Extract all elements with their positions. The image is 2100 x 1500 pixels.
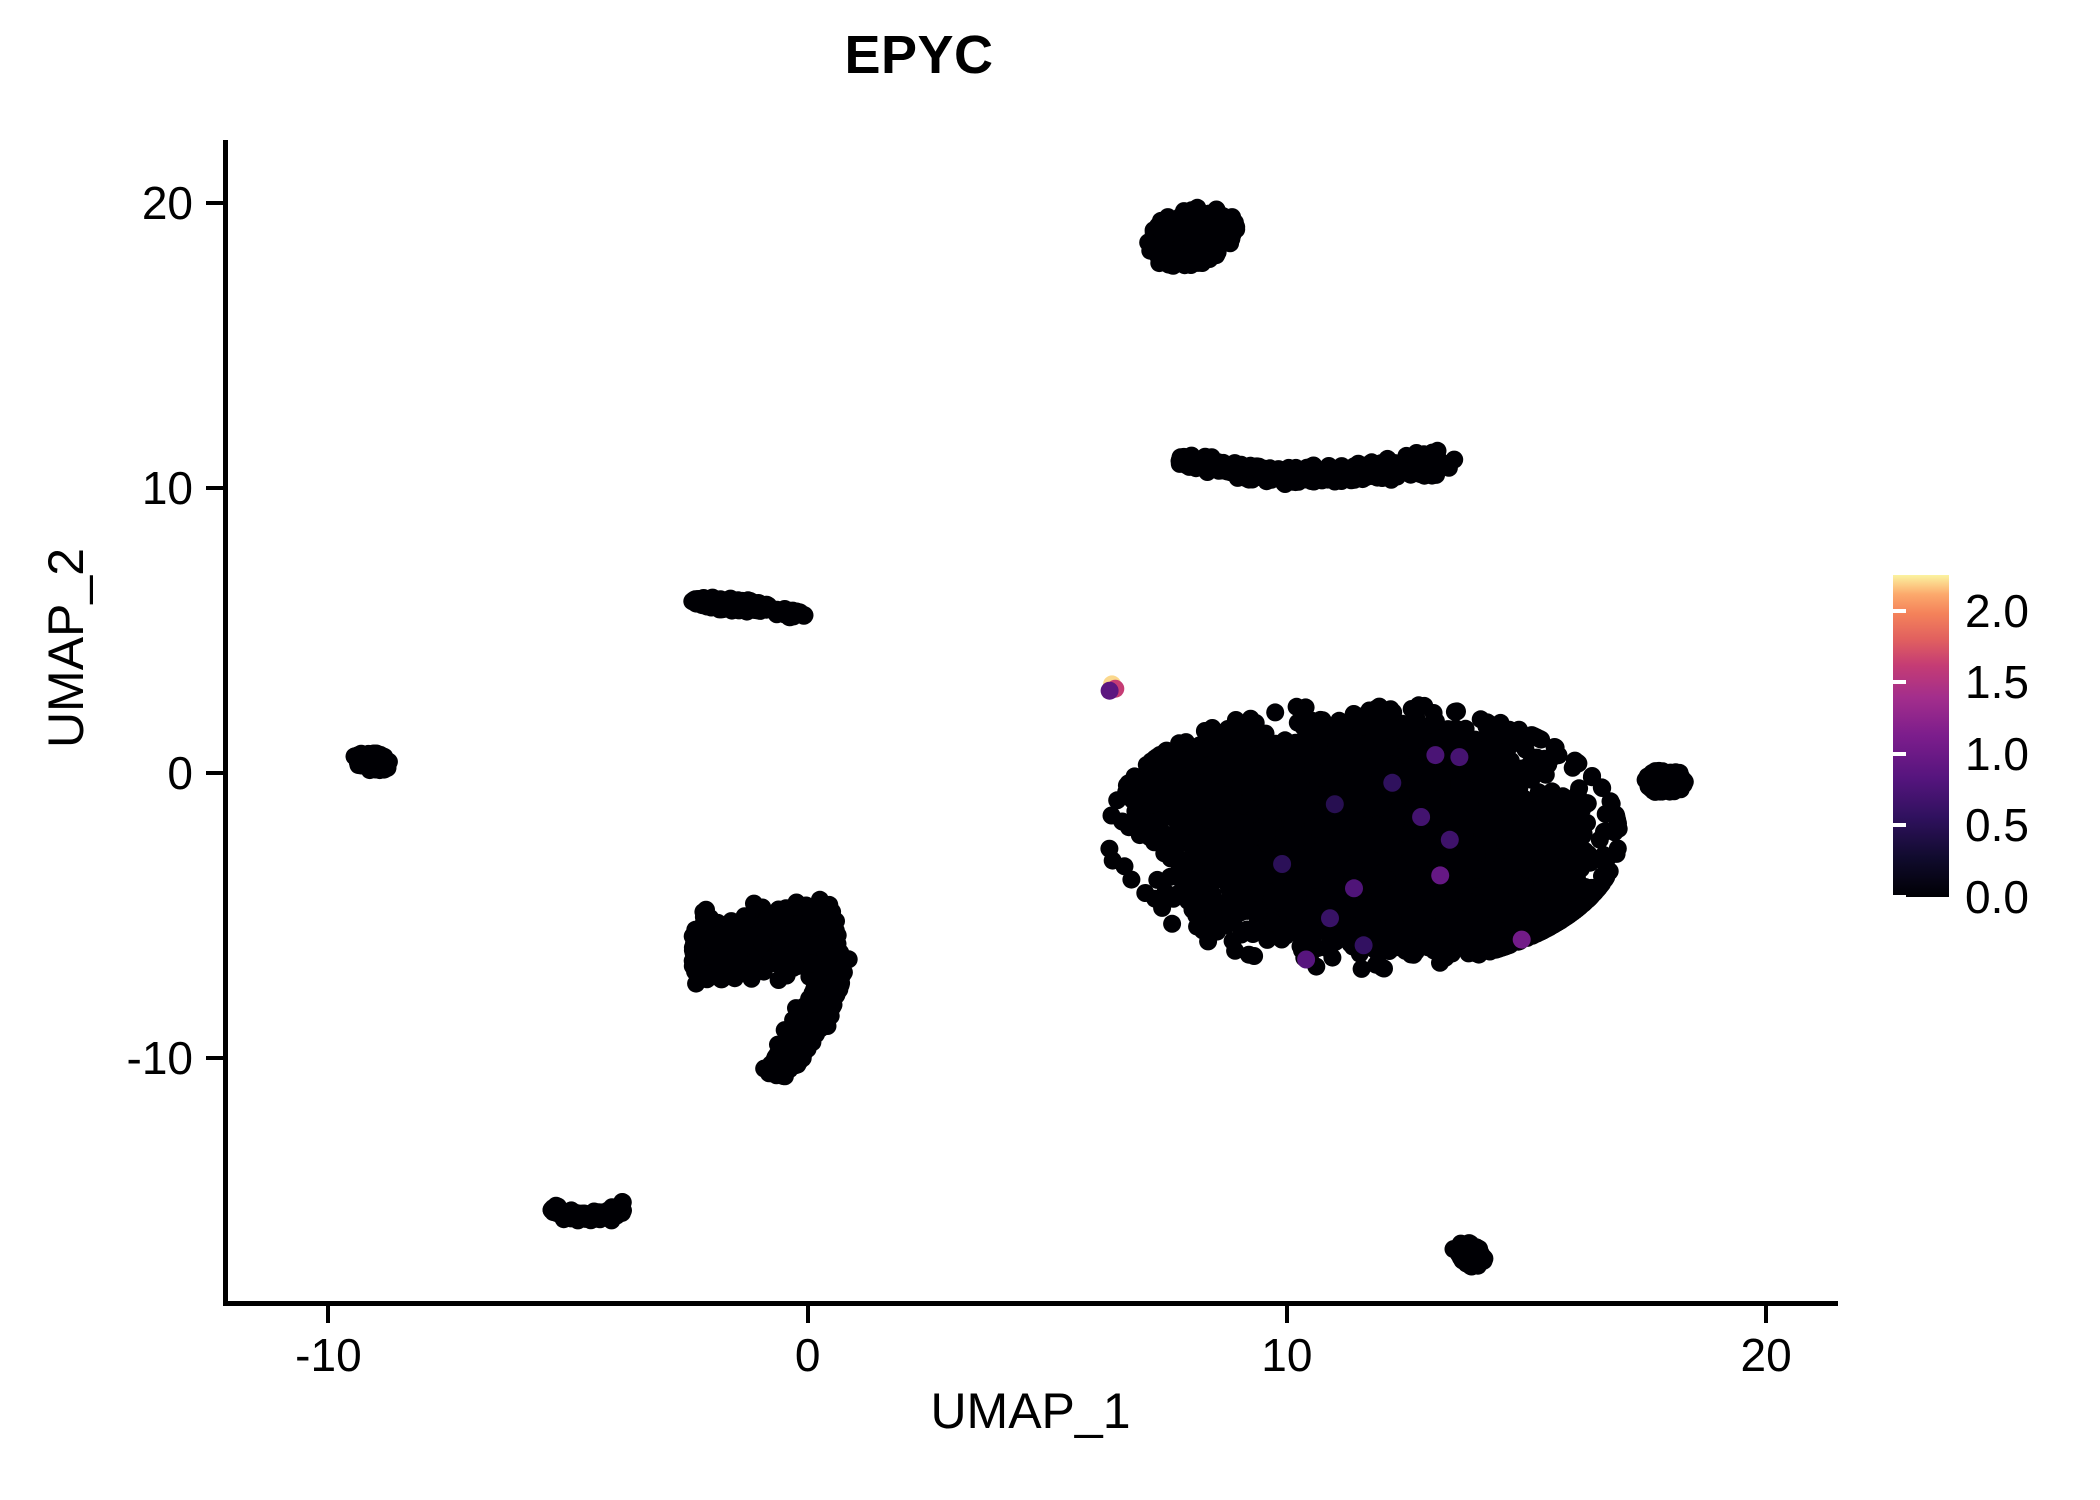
y-tick-label: 20 [141, 176, 193, 229]
y-tick-mark [206, 1055, 223, 1060]
y-tick-mark [206, 770, 223, 775]
y-tick-label: 0 [167, 746, 193, 799]
colorbar-tick-mark [2080, 751, 2093, 756]
x-tick-mark [805, 1306, 810, 1323]
colorbar-tick-mark [2080, 823, 2093, 828]
y-tick-mark [206, 485, 223, 490]
colorbar-tick-mark [1893, 823, 1906, 828]
y-axis-line [223, 140, 228, 1306]
colorbar-tick-mark [1893, 608, 1906, 613]
colorbar-tick-label: 2.0 [1965, 584, 2029, 637]
colorbar-legend: 0.0 0.5 1.0 1.5 2.0 [1893, 575, 2093, 920]
colorbar-tick-mark [1893, 751, 1906, 756]
x-axis-label: UMAP_1 [930, 1383, 1131, 1439]
y-tick-label: 10 [141, 461, 193, 514]
colorbar-tick-label: 1.5 [1965, 656, 2029, 709]
y-tick-label: -10 [126, 1031, 193, 1084]
colorbar-tick-mark [2080, 895, 2093, 899]
colorbar-tick-mark [2080, 680, 2093, 685]
x-tick-label: 20 [1740, 1329, 1792, 1381]
x-tick-label: -10 [295, 1329, 362, 1381]
y-tick-mark [206, 200, 223, 205]
x-tick-label: 0 [794, 1329, 821, 1381]
plot-panel: -10 0 10 20 -10 0 10 20 [127, 140, 1838, 1378]
x-tick-mark [1764, 1306, 1769, 1323]
colorbar-tick-label: 1.0 [1965, 727, 2029, 780]
colorbar-tick-mark [1893, 895, 1906, 899]
page-title: EPYC [844, 25, 994, 85]
colorbar-tick-label: 0.5 [1965, 799, 2029, 852]
x-tick-label: 10 [1261, 1329, 1313, 1381]
x-tick-mark [326, 1306, 331, 1323]
colorbar-tick-mark [2080, 608, 2093, 613]
y-axis-label: UMAP_2 [38, 547, 94, 749]
colorbar-tick-label: 0.0 [1965, 871, 2029, 923]
colorbar-tick-mark [1893, 680, 1906, 685]
colorbar-scale [1893, 575, 1949, 897]
colorbar-gradient [1893, 575, 1949, 897]
x-tick-mark [1284, 1306, 1289, 1323]
scatter-plot-points [345, 198, 1694, 1276]
x-axis-line [223, 1301, 1838, 1306]
